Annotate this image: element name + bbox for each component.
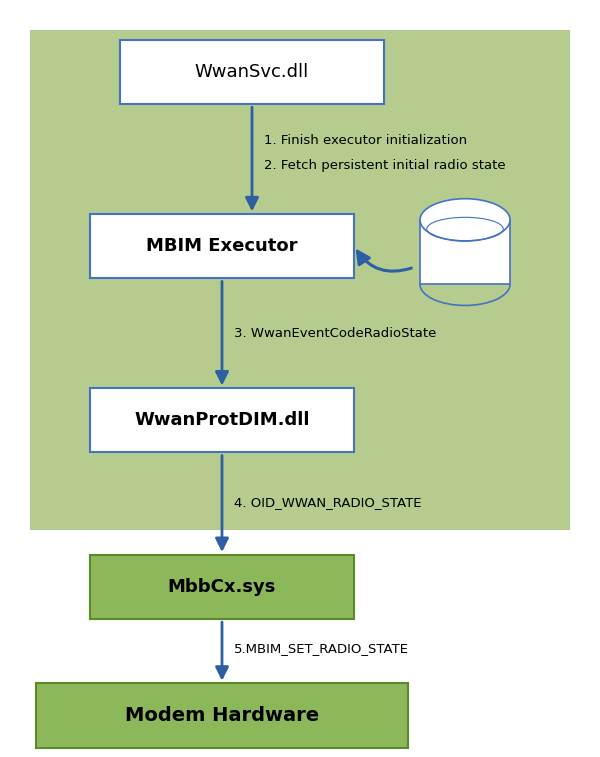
FancyBboxPatch shape <box>120 39 384 104</box>
Text: Modem Hardware: Modem Hardware <box>125 706 319 725</box>
Text: 5.MBIM_SET_RADIO_STATE: 5.MBIM_SET_RADIO_STATE <box>234 642 409 656</box>
Text: 4. OID_WWAN_RADIO_STATE: 4. OID_WWAN_RADIO_STATE <box>234 496 421 509</box>
Text: WwanProtDIM.dll: WwanProtDIM.dll <box>134 411 310 429</box>
FancyBboxPatch shape <box>90 213 354 278</box>
Text: WwanSvc.dll: WwanSvc.dll <box>195 63 309 81</box>
FancyBboxPatch shape <box>36 683 408 748</box>
Text: MBIM Executor: MBIM Executor <box>146 237 298 255</box>
Text: 2. Fetch persistent initial radio state: 2. Fetch persistent initial radio state <box>264 158 506 172</box>
Text: 3. WwanEventCodeRadioState: 3. WwanEventCodeRadioState <box>234 326 436 340</box>
FancyArrowPatch shape <box>358 251 412 271</box>
FancyBboxPatch shape <box>90 388 354 452</box>
FancyBboxPatch shape <box>30 30 570 530</box>
FancyBboxPatch shape <box>90 554 354 619</box>
Bar <box>420 220 510 284</box>
Text: 1. Finish executor initialization: 1. Finish executor initialization <box>264 133 467 147</box>
Ellipse shape <box>420 198 510 241</box>
Text: MbbCx.sys: MbbCx.sys <box>168 578 276 596</box>
